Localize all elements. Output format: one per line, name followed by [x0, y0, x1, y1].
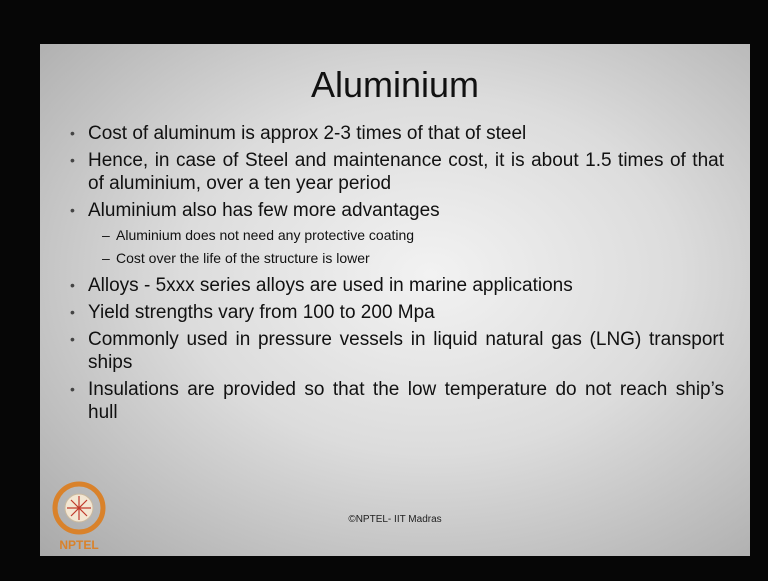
bullet-text: Yield strengths vary from 100 to 200 Mpa — [88, 302, 435, 323]
bullet: Aluminium also has few more advantages Al… — [70, 199, 724, 270]
bullet-text: Hence, in case of Steel and maintenance … — [88, 150, 724, 194]
sub-bullet: Cost over the life of the structure is l… — [102, 247, 724, 270]
bullet-text: Alloys - 5xxx series alloys are used in … — [88, 275, 573, 296]
bullet: Insulations are provided so that the low… — [70, 378, 724, 424]
bullet-text: Cost of aluminum is approx 2-3 times of … — [88, 123, 527, 144]
bullet: Yield strengths vary from 100 to 200 Mpa — [70, 301, 724, 324]
sub-bullet: Aluminium does not need any protective c… — [102, 224, 724, 247]
slide: Aluminium Cost of aluminum is approx 2-3… — [40, 44, 750, 556]
sub-list: Aluminium does not need any protective c… — [102, 224, 724, 270]
bullet: Commonly used in pressure vessels in liq… — [70, 328, 724, 374]
bullet: Hence, in case of Steel and maintenance … — [70, 149, 724, 195]
footer: ©NPTEL- IIT Madras — [348, 514, 442, 525]
logo-text: NPTEL — [59, 538, 99, 552]
logo-emblem — [52, 481, 106, 535]
slide-title: Aluminium — [310, 64, 480, 105]
bullet-text: Aluminium also has few more advantages — [88, 200, 440, 221]
logo: NPTEL — [46, 476, 116, 556]
bullet: Cost of aluminum is approx 2-3 times of … — [70, 122, 724, 145]
bullet-list: Cost of aluminum is approx 2-3 times of … — [70, 122, 724, 428]
bullet: Alloys - 5xxx series alloys are used in … — [70, 274, 724, 297]
bullet-text: Insulations are provided so that the low… — [88, 379, 724, 423]
bullet-text: Commonly used in pressure vessels in liq… — [88, 329, 724, 373]
